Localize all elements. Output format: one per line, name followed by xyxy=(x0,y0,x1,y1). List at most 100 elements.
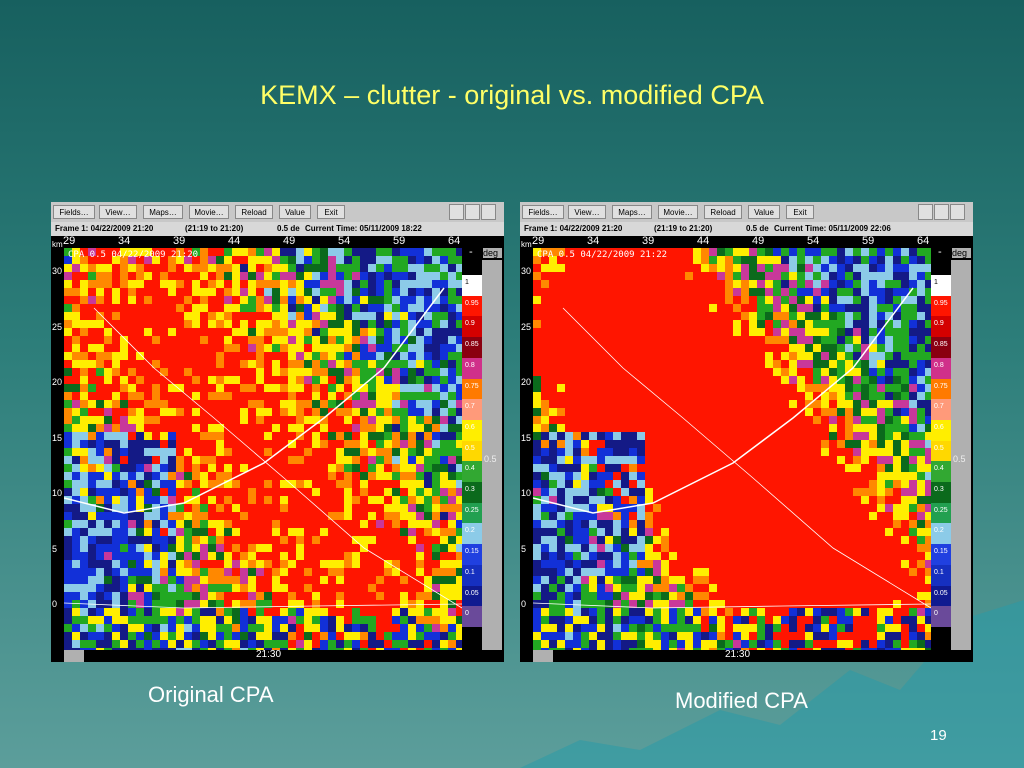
radar-cell xyxy=(885,480,893,488)
toolbar-button[interactable]: Reload xyxy=(235,205,273,219)
toolbar-button[interactable]: Exit xyxy=(317,205,345,219)
radar-cell xyxy=(581,384,589,392)
radar-cell xyxy=(661,584,669,592)
radar-cell xyxy=(248,256,256,264)
radar-cell xyxy=(288,456,296,464)
radar-cell xyxy=(605,360,613,368)
radar-window: Fields… View… Maps… Movie… Reload Value Exit Fr… xyxy=(520,202,973,662)
radar-cell xyxy=(717,304,725,312)
radar-cell xyxy=(845,424,853,432)
radar-cell xyxy=(400,448,408,456)
radar-cell xyxy=(176,592,184,600)
toolbar-button[interactable]: Fields… xyxy=(522,205,564,219)
toolbar-button[interactable]: View… xyxy=(99,205,137,219)
toolbar: Fields… View… Maps… Movie… Reload Value Exit xyxy=(520,202,973,222)
radar-cell xyxy=(741,248,749,256)
radar-cell xyxy=(136,608,144,616)
radar-cell xyxy=(336,576,344,584)
window-control[interactable] xyxy=(449,204,464,220)
radar-cell xyxy=(272,432,280,440)
radar-cell xyxy=(805,384,813,392)
radar-cell xyxy=(805,552,813,560)
radar-cell xyxy=(248,616,256,624)
radar-cell xyxy=(216,400,224,408)
radar-cell xyxy=(781,400,789,408)
radar-cell xyxy=(136,368,144,376)
radar-cell xyxy=(565,344,573,352)
radar-cell xyxy=(232,384,240,392)
window-control[interactable] xyxy=(918,204,933,220)
radar-cell xyxy=(240,480,248,488)
window-control[interactable] xyxy=(934,204,949,220)
window-control[interactable] xyxy=(481,204,496,220)
radar-cell xyxy=(773,536,781,544)
radar-cell xyxy=(573,288,581,296)
radar-cell xyxy=(88,304,96,312)
radar-cell xyxy=(384,352,392,360)
radar-cell xyxy=(232,280,240,288)
radar-cell xyxy=(224,512,232,520)
radar-cell xyxy=(813,440,821,448)
radar-cell xyxy=(440,448,448,456)
radar-cell xyxy=(376,592,384,600)
radar-cell xyxy=(160,552,168,560)
toolbar-button[interactable]: Value xyxy=(748,205,780,219)
radar-cell xyxy=(701,576,709,584)
toolbar-button[interactable]: View… xyxy=(568,205,606,219)
radar-cell xyxy=(312,320,320,328)
radar-cell xyxy=(312,280,320,288)
radar-cell xyxy=(621,320,629,328)
toolbar-button[interactable]: Value xyxy=(279,205,311,219)
window-control[interactable] xyxy=(950,204,965,220)
radar-cell xyxy=(909,256,917,264)
radar-cell xyxy=(533,448,541,456)
radar-cell xyxy=(184,384,192,392)
radar-cell xyxy=(781,416,789,424)
radar-cell xyxy=(360,552,368,560)
radar-cell xyxy=(573,536,581,544)
toolbar-button[interactable]: Movie… xyxy=(658,205,698,219)
toolbar-button[interactable]: Maps… xyxy=(143,205,183,219)
radar-cell xyxy=(72,488,80,496)
radar-cell xyxy=(541,520,549,528)
radar-cell xyxy=(877,608,885,616)
radar-cell xyxy=(629,408,637,416)
radar-cell xyxy=(781,408,789,416)
radar-cell xyxy=(821,560,829,568)
radar-cell xyxy=(264,328,272,336)
radar-cell xyxy=(837,512,845,520)
radar-cell xyxy=(160,616,168,624)
radar-cell xyxy=(216,632,224,640)
radar-cell xyxy=(360,456,368,464)
radar-cell xyxy=(312,528,320,536)
radar-cell xyxy=(813,328,821,336)
radar-cell xyxy=(64,448,72,456)
window-control[interactable] xyxy=(465,204,480,220)
radar-cell xyxy=(813,608,821,616)
toolbar-button[interactable]: Fields… xyxy=(53,205,95,219)
toolbar-button[interactable]: Movie… xyxy=(189,205,229,219)
radar-cell xyxy=(112,496,120,504)
radar-cell xyxy=(416,512,424,520)
radar-cell xyxy=(925,336,931,344)
radar-cell xyxy=(72,432,80,440)
radar-cell xyxy=(264,376,272,384)
radar-cell xyxy=(885,312,893,320)
radar-cell xyxy=(184,464,192,472)
toolbar-button[interactable]: Reload xyxy=(704,205,742,219)
radar-cell xyxy=(693,304,701,312)
radar-cell xyxy=(336,296,344,304)
radar-cell xyxy=(328,352,336,360)
radar-cell xyxy=(685,264,693,272)
radar-cell xyxy=(96,528,104,536)
radar-cell xyxy=(344,616,352,624)
radar-cell xyxy=(256,480,264,488)
radar-cell xyxy=(701,320,709,328)
radar-cell xyxy=(320,464,328,472)
radar-cell xyxy=(773,600,781,608)
radar-cell xyxy=(861,424,869,432)
toolbar-button[interactable]: Maps… xyxy=(612,205,652,219)
radar-cell xyxy=(208,440,216,448)
toolbar-button[interactable]: Exit xyxy=(786,205,814,219)
radar-cell xyxy=(669,552,677,560)
